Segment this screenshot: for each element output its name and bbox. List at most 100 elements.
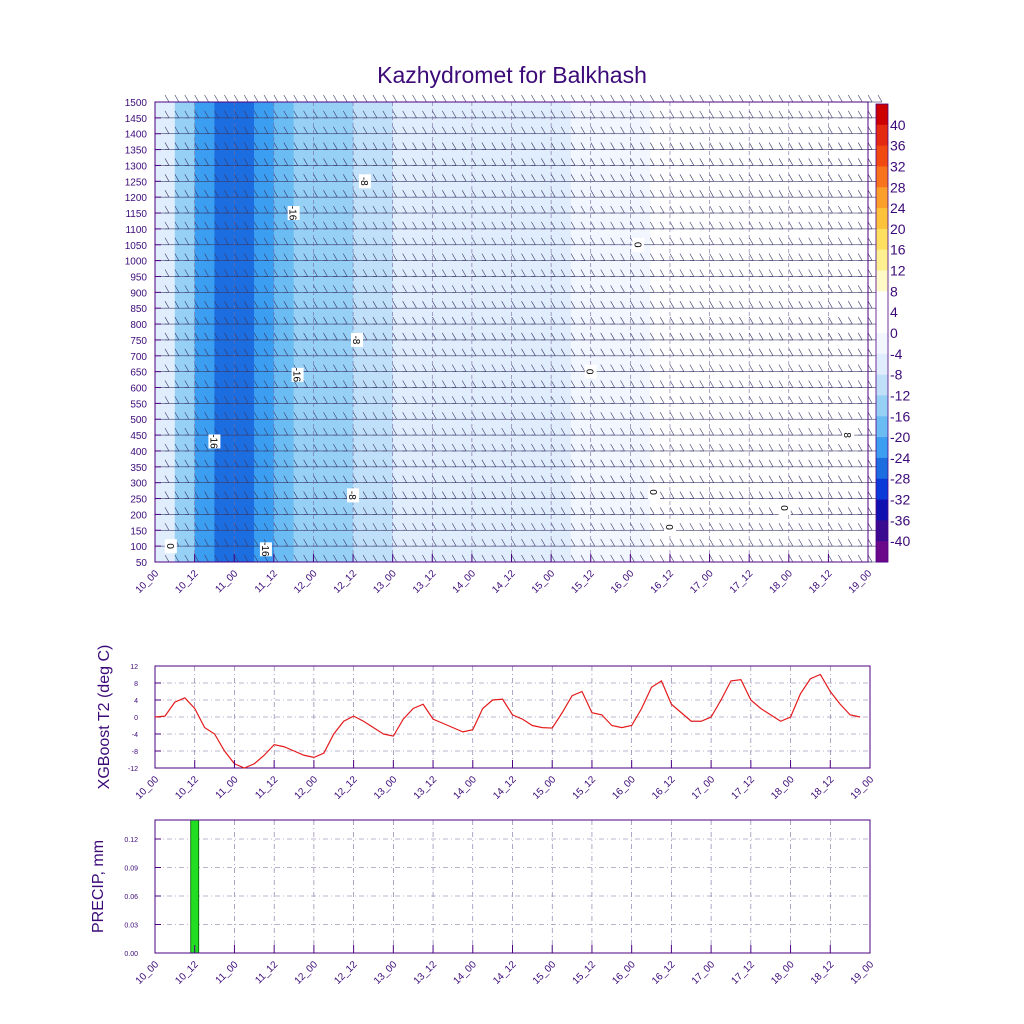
- wind-barb-flag: [224, 253, 229, 261]
- wind-barb-flag: [610, 412, 615, 420]
- wind-barb-flag: [541, 174, 546, 182]
- wind-barb-flag: [857, 412, 863, 420]
- wind-barb-flag: [352, 301, 358, 309]
- temperature-band: [254, 102, 275, 562]
- wind-barb-flag: [214, 364, 219, 372]
- wind-barb-flag: [669, 221, 675, 230]
- wind-barb-flag: [422, 427, 427, 436]
- wind-barb-flag: [293, 491, 298, 499]
- wind-barb-flag: [392, 443, 398, 452]
- wind-barb-flag: [739, 190, 744, 198]
- wind-barb-flag: [857, 491, 863, 499]
- wind-barb-flag: [313, 142, 318, 150]
- wind-barb-flag: [461, 380, 467, 388]
- wind-barb-flag: [253, 396, 259, 404]
- wind-barb-flag: [234, 443, 239, 452]
- wind-barb-flag: [620, 205, 625, 214]
- wind-barb-flag: [491, 253, 497, 261]
- wind-barb-flag: [481, 364, 487, 372]
- heatmap-y-tick-label: 1250: [125, 177, 148, 188]
- wind-barb-flag: [184, 190, 190, 198]
- wind-barb-flag: [204, 174, 209, 182]
- wind-barb-flag: [362, 332, 368, 341]
- wind-barb-flag: [481, 221, 487, 230]
- wind-barb-flag: [778, 237, 784, 245]
- wind-barb-flag: [768, 269, 774, 277]
- wind-barb-flag: [719, 237, 724, 245]
- wind-barb-flag: [174, 237, 180, 245]
- colorbar-segment: [876, 270, 888, 292]
- wind-barb-flag: [550, 142, 556, 150]
- wind-barb-flag: [234, 364, 239, 372]
- wind-barb-flag: [778, 316, 784, 325]
- wind-barb-flag: [432, 285, 437, 293]
- wind-barb-flag: [451, 190, 457, 198]
- wind-barb-flag: [313, 110, 318, 119]
- wind-barb-flag: [709, 142, 714, 150]
- wind-barb-flag: [867, 554, 873, 563]
- colorbar-segment: [876, 395, 888, 417]
- wind-barb-flag: [442, 142, 447, 150]
- wind-barb-flag: [719, 190, 724, 198]
- wind-barb-flag: [600, 158, 605, 166]
- wind-barb-flag: [491, 285, 497, 293]
- wind-barb-flag: [283, 443, 289, 452]
- wind-barb-flag: [560, 158, 566, 166]
- wind-barb-flag: [422, 269, 427, 277]
- wind-barb-flag: [273, 332, 279, 341]
- wind-barb-flag: [303, 174, 308, 182]
- wind-barb-flag: [214, 475, 219, 483]
- wind-barb-flag: [174, 332, 180, 341]
- wind-barb-flag: [362, 190, 368, 198]
- heatmap-y-tick-label: 100: [130, 542, 147, 553]
- wind-barb-flag: [442, 269, 447, 277]
- wind-barb-flag: [283, 364, 289, 372]
- wind-barb-flag: [580, 142, 586, 150]
- wind-barb-flag: [273, 301, 279, 309]
- wind-barb-flag: [768, 158, 774, 166]
- wind-barb-flag: [570, 94, 576, 103]
- wind-barb-flag: [620, 507, 625, 515]
- wind-barb-flag: [481, 94, 487, 103]
- wind-barb-flag: [511, 285, 516, 293]
- wind-barb-flag: [600, 269, 605, 277]
- wind-barb-flag: [719, 412, 724, 420]
- wind-barb-flag: [243, 396, 249, 404]
- wind-barb-flag: [194, 459, 199, 467]
- wind-barb-flag: [442, 459, 447, 467]
- wind-barb-flag: [699, 253, 705, 261]
- wind-barb-flag: [550, 221, 556, 230]
- wind-barb-flag: [224, 285, 229, 293]
- bar-x-tick-label: 12_12: [332, 959, 360, 987]
- wind-barb-flag: [531, 475, 536, 483]
- wind-barb-flag: [412, 396, 417, 404]
- wind-barb-flag: [352, 443, 358, 452]
- wind-barb-flag: [590, 205, 596, 214]
- wind-barb-flag: [352, 538, 358, 547]
- wind-barb-flag: [679, 523, 685, 531]
- wind-barb-flag: [729, 316, 734, 325]
- wind-barb-flag: [630, 142, 635, 150]
- wind-barb-flag: [560, 190, 566, 198]
- wind-barb-flag: [234, 412, 239, 420]
- wind-barb-flag: [808, 316, 813, 325]
- wind-barb-flag: [560, 396, 566, 404]
- wind-barb-flag: [659, 554, 665, 563]
- wind-barb-flag: [659, 380, 665, 388]
- wind-barb-flag: [521, 205, 526, 214]
- wind-barb-flag: [412, 253, 417, 261]
- wind-barb-flag: [224, 269, 229, 277]
- wind-barb-flag: [333, 190, 338, 198]
- wind-barb-flag: [412, 538, 417, 547]
- wind-barb-flag: [649, 205, 655, 214]
- wind-barb-flag: [352, 253, 358, 261]
- wind-barb-flag: [699, 348, 705, 356]
- wind-barb-flag: [640, 364, 645, 372]
- wind-barb-flag: [293, 348, 298, 356]
- wind-barb-flag: [640, 221, 645, 230]
- wind-barb-flag: [649, 174, 655, 182]
- wind-barb-flag: [867, 205, 873, 214]
- wind-barb-flag: [659, 475, 665, 483]
- wind-barb-flag: [640, 412, 645, 420]
- wind-barb-flag: [729, 475, 734, 483]
